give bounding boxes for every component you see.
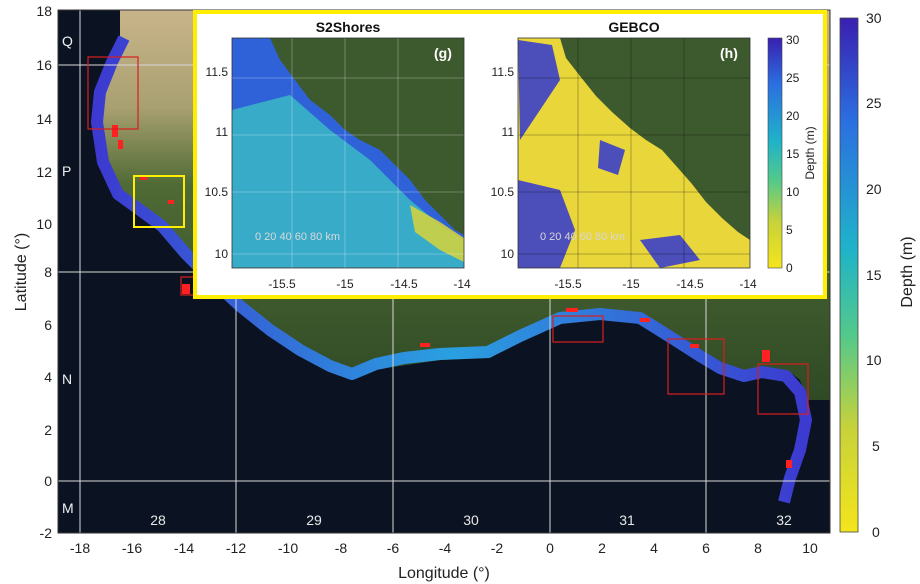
x-tick-label: -16 bbox=[122, 540, 142, 556]
inset-colorbar-tick-label: 20 bbox=[786, 109, 800, 123]
panel-g-shallow bbox=[232, 95, 464, 268]
inset-y-ticks: 11.5 11 10.5 10 11.5 11 10.5 10 bbox=[205, 65, 515, 261]
inset-colorbar-tick-label: 15 bbox=[786, 147, 800, 161]
inset-y-tick-label: 11.5 bbox=[492, 65, 515, 79]
utm-zone-28: 28 bbox=[150, 512, 166, 528]
utm-zone-30: 30 bbox=[463, 512, 479, 528]
inset-x-tick-label: -15.5 bbox=[268, 277, 296, 291]
y-tick-label: 4 bbox=[44, 369, 52, 385]
panel-h-deep-patches bbox=[518, 40, 700, 268]
y-tick-label: 16 bbox=[36, 57, 52, 73]
inset-y-tick-label: 11 bbox=[216, 125, 229, 139]
inset-x-tick-label: -15 bbox=[336, 277, 354, 291]
y-tick-label: 12 bbox=[36, 164, 52, 180]
y-tick-label: -2 bbox=[40, 525, 53, 541]
coastline-change-marks bbox=[112, 125, 792, 468]
colorbar-tick-label: 30 bbox=[866, 10, 882, 26]
inset-y-tick-label: 10.5 bbox=[491, 185, 515, 199]
x-tick-label: -4 bbox=[439, 540, 452, 556]
x-tick-label: -6 bbox=[387, 540, 400, 556]
x-tick-label: -12 bbox=[226, 540, 246, 556]
x-tick-label: -2 bbox=[491, 540, 504, 556]
panel-g-land bbox=[270, 38, 464, 235]
inset-x-tick-label: -15.5 bbox=[554, 277, 582, 291]
inset-x-tick-label: -15 bbox=[622, 277, 640, 291]
utm-zone-31: 31 bbox=[619, 512, 635, 528]
panel-h-label: (h) bbox=[720, 45, 738, 61]
inset-colorbar-gradient bbox=[767, 37, 783, 269]
x-tick-label: 4 bbox=[650, 540, 658, 556]
x-tick-label: 10 bbox=[802, 540, 818, 556]
x-axis-label: Longitude (°) bbox=[398, 565, 490, 582]
panel-h-land bbox=[560, 38, 750, 240]
panel-g-scale-bar: 0 20 40 60 80 km bbox=[255, 231, 340, 243]
x-tick-label: 6 bbox=[702, 540, 710, 556]
x-tick-label: -18 bbox=[70, 540, 90, 556]
zone-letter-q: Q bbox=[62, 33, 73, 49]
zone-letter-n: N bbox=[62, 371, 72, 387]
colorbar-tick-label: 15 bbox=[866, 267, 882, 283]
main-colorbar: 30 25 20 15 10 5 0 Depth (m) bbox=[839, 10, 916, 540]
inset-y-tick-label: 10 bbox=[501, 247, 515, 261]
main-x-ticks: -18 -16 -14 -12 -10 -8 -6 -4 -2 0 2 4 6 … bbox=[70, 540, 818, 556]
x-tick-label: 0 bbox=[546, 540, 554, 556]
inset-y-tick-label: 10 bbox=[215, 247, 229, 261]
y-axis-label: Latitude (°) bbox=[13, 233, 30, 311]
inset-location-box bbox=[133, 175, 185, 228]
inset-y-tick-label: 10.5 bbox=[205, 185, 229, 199]
inset-x-tick-label: -14.5 bbox=[390, 277, 418, 291]
x-tick-label: -10 bbox=[278, 540, 298, 556]
panel-h-scale-bar: 0 20 40 60 80 km bbox=[540, 231, 625, 243]
y-tick-label: 8 bbox=[44, 264, 52, 280]
x-tick-label: 8 bbox=[754, 540, 762, 556]
panel-h-title: GEBCO bbox=[608, 19, 659, 35]
inset-x-tick-label: -14 bbox=[739, 277, 757, 291]
x-tick-label: -8 bbox=[335, 540, 348, 556]
inset-colorbar-tick-label: 10 bbox=[786, 185, 800, 199]
colorbar-tick-label: 20 bbox=[866, 181, 882, 197]
panel-g-very-shallow bbox=[410, 205, 464, 262]
zone-letter-m: M bbox=[62, 500, 74, 516]
colorbar-tick-label: 0 bbox=[872, 524, 880, 540]
y-tick-label: 18 bbox=[36, 3, 52, 19]
zone-letter-p: P bbox=[62, 163, 71, 179]
inset-y-tick-label: 11.5 bbox=[206, 65, 229, 79]
colorbar-tick-label: 25 bbox=[866, 95, 882, 111]
colorbar-gradient bbox=[839, 17, 859, 533]
coastal-bathymetry-band bbox=[91, 35, 812, 504]
inset-colorbar-label: Depth (m) bbox=[803, 126, 817, 179]
inset-colorbar-tick-label: 5 bbox=[786, 223, 793, 237]
x-tick-label: -14 bbox=[174, 540, 194, 556]
panel-g-label: (g) bbox=[434, 45, 452, 61]
y-tick-label: 10 bbox=[36, 216, 52, 232]
y-tick-label: 2 bbox=[44, 422, 52, 438]
inset-panel-g: 0 20 40 60 80 km S2Shores (g) bbox=[231, 19, 465, 269]
utm-zone-29: 29 bbox=[306, 512, 322, 528]
inset-panel-h: 0 20 40 60 80 km GEBCO (h) bbox=[517, 19, 751, 269]
study-area-boxes bbox=[87, 56, 809, 415]
panel-g-title: S2Shores bbox=[316, 19, 381, 35]
inset-colorbar: 30 25 20 15 10 5 0 Depth (m) bbox=[767, 33, 817, 275]
inset-x-ticks: -15.5 -15 -14.5 -14 -15.5 -15 -14.5 -14 bbox=[268, 277, 757, 291]
inset-x-tick-label: -14.5 bbox=[676, 277, 704, 291]
inset-colorbar-tick-label: 30 bbox=[786, 33, 800, 47]
inset-y-tick-label: 11 bbox=[502, 125, 515, 139]
y-tick-label: 14 bbox=[36, 111, 52, 127]
utm-zone-32: 32 bbox=[776, 512, 792, 528]
main-y-ticks: 18 16 14 12 10 8 6 4 2 0 -2 bbox=[36, 3, 52, 541]
inset-colorbar-tick-label: 0 bbox=[786, 261, 793, 275]
inset-x-tick-label: -14 bbox=[453, 277, 471, 291]
inset-colorbar-tick-label: 25 bbox=[786, 71, 800, 85]
colorbar-tick-label: 5 bbox=[872, 438, 880, 454]
x-tick-label: 2 bbox=[598, 540, 606, 556]
y-tick-label: 0 bbox=[44, 473, 52, 489]
y-tick-label: 6 bbox=[44, 317, 52, 333]
colorbar-label: Depth (m) bbox=[899, 236, 916, 307]
inset-figure: 0 20 40 60 80 km S2Shores (g) 0 20 40 60… bbox=[193, 10, 827, 299]
colorbar-tick-label: 10 bbox=[866, 352, 882, 368]
